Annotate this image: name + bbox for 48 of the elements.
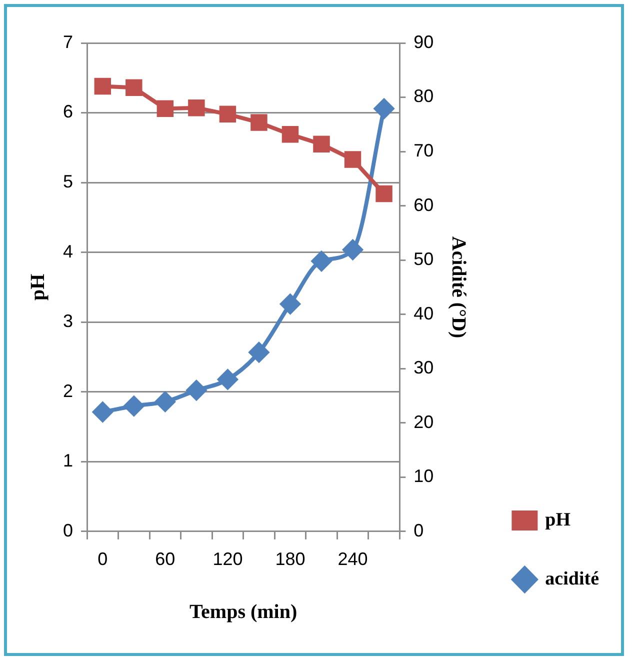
x-tick-label: 240 bbox=[338, 549, 368, 570]
point bbox=[92, 402, 113, 422]
point bbox=[248, 342, 269, 362]
point bbox=[280, 294, 300, 314]
point bbox=[218, 369, 238, 390]
y2-tick-label: 50 bbox=[414, 249, 434, 270]
point bbox=[219, 106, 236, 123]
point bbox=[94, 78, 112, 95]
y-tick-label: 0 bbox=[62, 520, 74, 540]
y-tick-label: 5 bbox=[62, 172, 74, 192]
legend-label: acidité bbox=[545, 568, 600, 590]
y2-tick-label: 30 bbox=[414, 358, 434, 378]
x-tick-label: 120 bbox=[212, 549, 243, 570]
y-tick-label: 6 bbox=[62, 102, 74, 122]
point bbox=[155, 392, 176, 412]
x-tick-label: 180 bbox=[275, 549, 306, 570]
point bbox=[186, 380, 206, 400]
y2-tick-label: 60 bbox=[414, 194, 434, 215]
x-axis-title: Temps (min) bbox=[190, 601, 298, 624]
point bbox=[312, 251, 332, 272]
y-tick-label: 2 bbox=[62, 380, 74, 401]
y-tick-label: 7 bbox=[62, 32, 74, 52]
x-tick-label: 0 bbox=[98, 549, 108, 570]
point bbox=[126, 79, 142, 96]
y-tick-label: 3 bbox=[62, 311, 74, 332]
y2-tick-label: 80 bbox=[414, 86, 434, 106]
y2-tick-label: 40 bbox=[414, 303, 434, 324]
y-axis-title: pH bbox=[27, 273, 50, 301]
y2-axis-title: Acidité (°D) bbox=[448, 236, 470, 338]
point bbox=[124, 396, 144, 416]
point bbox=[342, 240, 363, 260]
x-tick-label: 60 bbox=[155, 549, 176, 570]
point bbox=[376, 185, 392, 202]
y2-tick-label: 10 bbox=[414, 466, 434, 486]
y-tick-label: 1 bbox=[62, 450, 74, 471]
point bbox=[313, 136, 330, 153]
point bbox=[188, 100, 205, 116]
point bbox=[156, 100, 174, 117]
y2-tick-label: 20 bbox=[414, 412, 434, 432]
point bbox=[250, 114, 268, 131]
y2-tick-label: 70 bbox=[414, 140, 434, 160]
legend-label: pH bbox=[545, 509, 571, 530]
y2-tick-label: 0 bbox=[414, 520, 424, 540]
point bbox=[374, 98, 394, 119]
y2-tick-label: 90 bbox=[414, 32, 434, 52]
y-tick-label: 4 bbox=[62, 241, 74, 262]
point bbox=[344, 151, 362, 168]
point bbox=[282, 126, 299, 143]
